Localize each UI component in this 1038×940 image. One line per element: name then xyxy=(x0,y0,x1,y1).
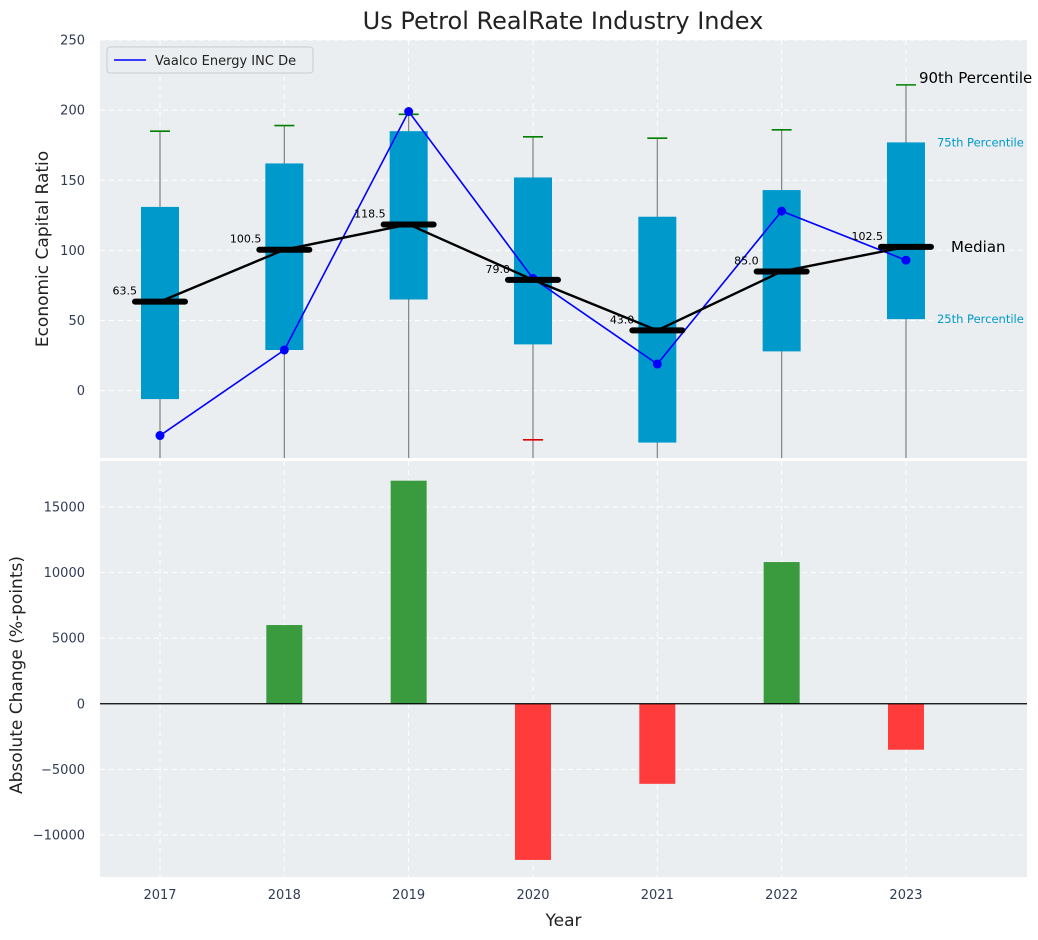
median-label: 43.0 xyxy=(610,313,635,326)
x-tick-label: 2018 xyxy=(268,888,301,903)
change-bar xyxy=(390,480,427,704)
y-tick-label: 5000 xyxy=(52,632,85,647)
x-tick-label: 2022 xyxy=(765,888,798,903)
y-tick-label: −5000 xyxy=(41,763,85,778)
company-point xyxy=(777,206,787,216)
y-tick-label: 150 xyxy=(60,174,85,189)
percentile-annotations: 90th Percentile 75th Percentile Median 25th… xyxy=(919,69,1032,326)
company-point xyxy=(901,255,911,265)
annotation-25th: 25th Percentile xyxy=(937,312,1024,326)
bottom-plot-area xyxy=(100,461,1027,877)
y-tick-label: 15000 xyxy=(44,500,85,515)
x-tick-label: 2019 xyxy=(392,888,425,903)
change-bar xyxy=(514,703,551,860)
bottom-y-tick-labels: −10000 −5000 0 5000 10000 15000 xyxy=(33,500,85,843)
y-tick-label: 100 xyxy=(60,244,85,259)
company-point xyxy=(155,431,165,441)
median-label: 102.5 xyxy=(851,230,883,243)
median-label: 63.5 xyxy=(113,285,138,298)
median-label: 100.5 xyxy=(230,233,262,246)
y-tick-label: −10000 xyxy=(33,829,85,844)
x-tick-label: 2017 xyxy=(143,888,176,903)
chart-title: Us Petrol RealRate Industry Index xyxy=(363,7,764,35)
x-tick-label: 2023 xyxy=(889,888,922,903)
company-point xyxy=(652,359,662,369)
percentile-box xyxy=(886,142,925,320)
change-bars xyxy=(100,480,1027,860)
change-bar xyxy=(887,703,924,750)
change-bar xyxy=(639,703,676,784)
top-y-tick-labels: 0 50 100 150 200 250 xyxy=(60,34,85,400)
legend-box xyxy=(106,46,314,74)
legend[interactable]: Vaalco Energy INC De xyxy=(106,46,314,74)
median-series: 63.5 100.5 118.5 79.0 43.0 85.0 102.5 xyxy=(113,207,934,334)
x-tick-label: 2020 xyxy=(516,888,549,903)
percentile-box xyxy=(265,163,304,350)
y-tick-label: 10000 xyxy=(44,566,85,581)
annotation-75th: 75th Percentile xyxy=(937,135,1024,149)
median-label: 85.0 xyxy=(734,254,759,267)
bottom-y-axis-title: Absolute Change (%-points) xyxy=(7,556,27,794)
top-y-axis-title: Economic Capital Ratio xyxy=(33,151,53,347)
x-tick-labels: 2017 2018 2019 2020 2021 2022 2023 xyxy=(143,888,922,903)
company-point xyxy=(404,107,414,117)
y-tick-label: 0 xyxy=(77,384,85,399)
annotation-90th: 90th Percentile xyxy=(919,69,1032,87)
percentile-box xyxy=(389,131,428,300)
x-axis-title: Year xyxy=(545,911,582,931)
y-tick-label: 50 xyxy=(68,314,85,329)
company-point xyxy=(279,345,289,355)
change-bar xyxy=(763,562,800,704)
change-bar xyxy=(266,625,303,704)
x-tick-label: 2021 xyxy=(641,888,674,903)
y-tick-label: 200 xyxy=(60,104,85,119)
y-tick-label: 250 xyxy=(60,34,85,49)
legend-label: Vaalco Energy INC De xyxy=(155,54,296,69)
y-tick-label: 0 xyxy=(77,697,85,712)
median-label: 118.5 xyxy=(354,207,386,220)
annotation-median: Median xyxy=(951,238,1006,256)
median-label: 79.0 xyxy=(485,263,510,276)
